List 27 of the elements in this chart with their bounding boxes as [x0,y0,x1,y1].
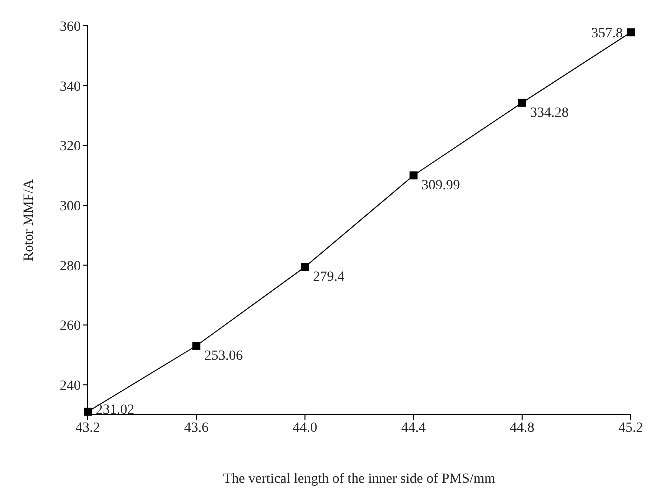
y-tick-label: 260 [60,319,81,334]
point [410,172,418,180]
x-tick-label: 44.8 [510,420,535,436]
x-tick-label: 43.2 [76,420,100,436]
x-tick-label: 45.2 [618,420,644,436]
y-tick-label: 340 [60,80,81,95]
x-tick-label: 43.6 [184,420,209,436]
y-tick-label: 300 [60,200,81,215]
y-axis-title: Rotor MMF/A [22,178,37,262]
data-label: 334.28 [530,106,569,121]
point [84,408,92,416]
x-axis-title: The vertical length of the inner side of PMS/mm [223,472,496,487]
point [518,98,526,107]
x-tick-label: 44.0 [292,420,318,436]
data-label: 357.8 [592,26,623,42]
y-tick-label: 360 [60,20,81,35]
data-label: 279.4 [313,270,345,286]
y-tick-label: 240 [60,379,81,394]
point [192,342,201,350]
data-label: 231.02 [96,402,134,418]
y-tick-label: 280 [60,259,81,274]
x-tick-label: 44.4 [402,420,426,436]
y-tick-label: 320 [60,140,81,155]
point [627,28,635,37]
point [301,263,310,272]
data-label: 309.99 [422,178,460,194]
data-label: 253.06 [204,348,244,364]
